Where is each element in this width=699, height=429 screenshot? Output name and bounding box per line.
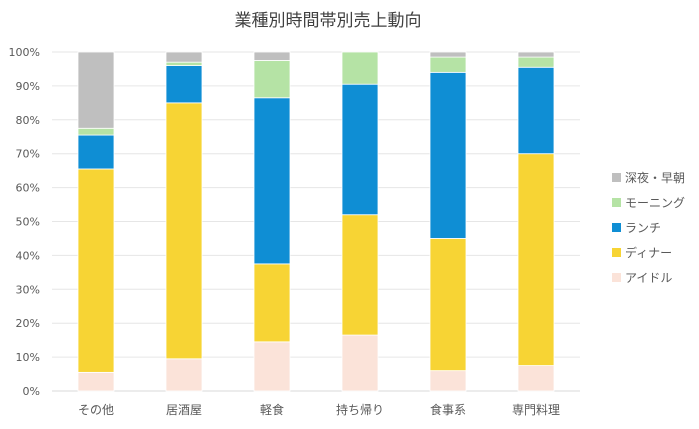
- legend-swatch: [612, 248, 621, 257]
- bar-segment: [77, 371, 115, 392]
- bar-segment: [341, 334, 379, 392]
- x-axis: その他 居酒屋 軽食 持ち帰り 食事系 専門料理: [78, 402, 560, 417]
- bar-segment: [165, 61, 203, 66]
- y-tick-label: 50%: [16, 216, 40, 229]
- bar-segment: [77, 51, 115, 129]
- x-tick-label: 持ち帰り: [336, 402, 384, 417]
- bar-segment: [77, 127, 115, 136]
- y-tick-label: 90%: [16, 80, 40, 93]
- bar-segment: [165, 102, 203, 360]
- bar-segment: [341, 83, 379, 216]
- bar-segment: [429, 71, 467, 239]
- y-axis: 0% 10% 20% 30% 40% 50% 60% 70% 80% 90% 100%: [9, 46, 40, 398]
- x-tick-label: 食事系: [430, 402, 466, 417]
- bar-segment: [429, 238, 467, 372]
- bar-segment: [77, 134, 115, 170]
- chart-title: 業種別時間帯別売上動向: [235, 11, 422, 31]
- y-tick-label: 0%: [23, 385, 40, 398]
- x-tick-label: その他: [78, 403, 114, 417]
- legend-label: ディナー: [625, 245, 672, 260]
- y-tick-label: 40%: [16, 249, 40, 262]
- bar-segment: [341, 214, 379, 336]
- y-tick-label: 20%: [16, 317, 40, 330]
- legend-swatch: [612, 273, 621, 282]
- bar-segment: [429, 51, 467, 58]
- legend-swatch: [612, 223, 621, 232]
- bar-segment: [253, 97, 291, 265]
- x-tick-label: 専門料理: [512, 403, 560, 417]
- bar-segment: [517, 365, 555, 392]
- bar-segment: [429, 370, 467, 392]
- bars: [77, 51, 555, 392]
- bar-segment: [517, 66, 555, 155]
- x-tick-label: 居酒屋: [166, 403, 202, 417]
- legend-label: 深夜・早朝: [625, 170, 685, 185]
- bar-segment: [77, 168, 115, 373]
- bar-segment: [253, 341, 291, 392]
- y-tick-label: 60%: [16, 182, 40, 195]
- legend-label: アイドル: [625, 271, 672, 285]
- bar-segment: [165, 65, 203, 104]
- y-tick-label: 80%: [16, 114, 40, 127]
- x-tick-label: 軽食: [260, 402, 284, 417]
- y-tick-label: 10%: [16, 351, 40, 364]
- y-tick-label: 70%: [16, 148, 40, 161]
- legend-label: ランチ: [625, 221, 661, 235]
- y-tick-label: 30%: [16, 283, 40, 296]
- bar-segment: [253, 51, 291, 61]
- bar-segment: [429, 56, 467, 73]
- legend-swatch: [612, 173, 621, 182]
- bar-segment: [253, 263, 291, 343]
- y-tick-label: 100%: [9, 46, 40, 59]
- legend-label: モーニング: [625, 196, 685, 210]
- bar-segment: [517, 56, 555, 68]
- bar-segment: [253, 60, 291, 99]
- bar-segment: [517, 51, 555, 58]
- bar-segment: [341, 51, 379, 85]
- gridlines: [52, 51, 580, 392]
- bar-segment: [517, 153, 555, 366]
- bar-segment: [165, 358, 203, 392]
- legend-swatch: [612, 198, 621, 207]
- bar-segment: [165, 51, 203, 63]
